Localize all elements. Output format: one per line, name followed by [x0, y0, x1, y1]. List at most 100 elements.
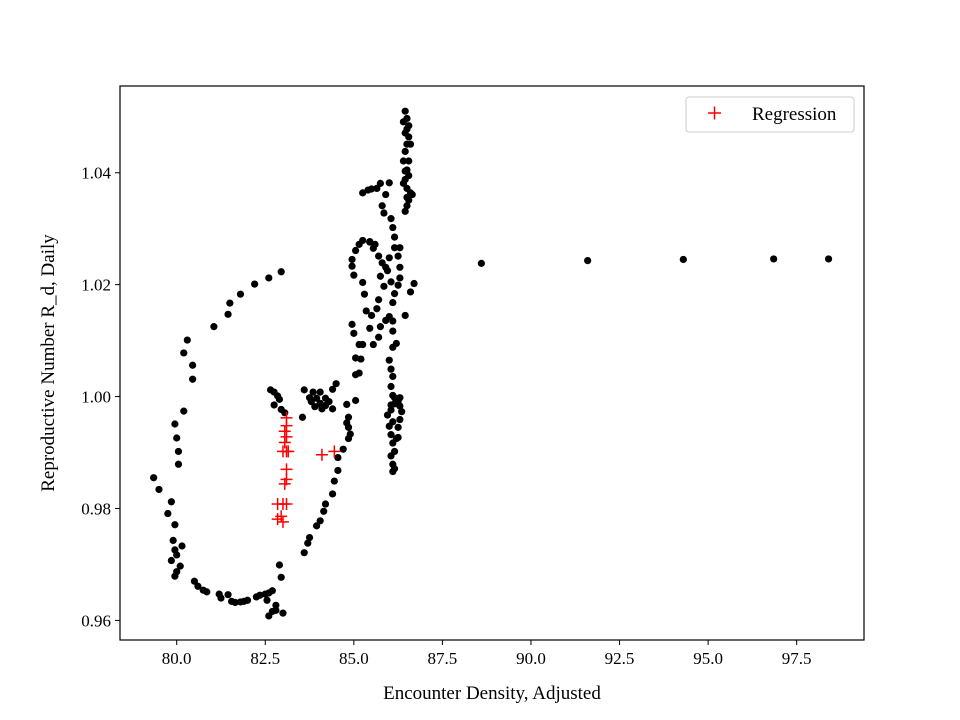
legend-label-regression: Regression: [752, 104, 837, 125]
data-point: [390, 233, 399, 241]
x-tick-label: 90.0: [516, 649, 546, 668]
data-point: [183, 336, 191, 344]
data-point: [277, 268, 285, 276]
x-axis-ticks: 80.0 82.5 85.0 87.5 90.0 92.5 95.0 97.5: [162, 640, 812, 668]
x-tick-label: 87.5: [428, 649, 458, 668]
y-axis-ticks: 0.96 0.98 1.00 1.02 1.04: [81, 164, 120, 630]
data-point: [171, 572, 179, 580]
data-point: [332, 380, 340, 388]
data-point: [150, 474, 158, 482]
data-point: [394, 252, 402, 260]
data-point: [406, 288, 415, 296]
data-point: [167, 556, 175, 565]
data-point: [224, 591, 232, 599]
data-point: [343, 400, 351, 409]
data-point: [275, 561, 284, 569]
data-point: [334, 453, 342, 462]
data-point: [389, 343, 397, 351]
data-point: [311, 403, 319, 411]
data-point: [387, 365, 395, 373]
regression-point: [315, 448, 328, 461]
data-point: [316, 517, 324, 525]
data-point: [263, 596, 271, 604]
data-point: [236, 290, 245, 298]
data-point: [343, 419, 351, 427]
x-tick-label: 82.5: [250, 649, 280, 668]
data-point: [387, 215, 395, 223]
data-point: [394, 423, 402, 431]
data-point: [279, 609, 287, 617]
data-point: [366, 237, 374, 246]
data-point: [360, 290, 369, 298]
data-point: [173, 434, 181, 442]
data-point: [394, 281, 402, 289]
data-point: [359, 236, 367, 245]
data-point: [401, 107, 409, 115]
data-point: [344, 413, 353, 421]
regression-point: [278, 477, 291, 490]
data-point: [396, 394, 404, 402]
data-point: [348, 262, 356, 270]
regression-point: [275, 510, 288, 523]
data-point: [389, 372, 397, 381]
y-tick-label: 0.98: [81, 499, 111, 518]
data-point: [389, 467, 397, 476]
data-point: [348, 255, 356, 264]
data-point: [383, 267, 392, 275]
legend: Regression: [685, 96, 855, 133]
data-point: [364, 186, 372, 194]
data-point: [305, 533, 314, 542]
data-point: [309, 388, 317, 396]
data-point: [399, 179, 408, 187]
data-point: [243, 596, 252, 604]
data-point: [190, 577, 198, 585]
data-point: [770, 255, 778, 263]
data-point: [352, 354, 360, 362]
data-point: [167, 498, 175, 506]
data-point: [389, 317, 397, 325]
y-tick-label: 1.02: [81, 276, 111, 295]
data-point: [385, 356, 393, 364]
regression-point: [278, 425, 291, 438]
data-point: [352, 246, 360, 255]
data-point: [350, 271, 358, 279]
data-point: [350, 329, 358, 337]
data-point: [251, 280, 259, 288]
data-point: [339, 445, 347, 453]
legend-box: [685, 96, 855, 133]
data-point: [321, 500, 330, 508]
data-point: [389, 439, 397, 447]
data-point: [313, 522, 321, 530]
data-point: [380, 282, 388, 290]
data-point: [313, 394, 321, 402]
data-point: [477, 259, 485, 267]
data-point: [189, 361, 197, 369]
data-point: [389, 223, 397, 232]
data-point: [304, 539, 312, 547]
data-point: [387, 431, 395, 439]
data-point: [316, 388, 324, 396]
data-point: [164, 509, 172, 518]
data-point: [270, 401, 278, 409]
x-tick-label: 85.0: [339, 649, 369, 668]
data-point: [375, 252, 383, 260]
data-point: [387, 452, 395, 460]
x-tick-label: 80.0: [162, 649, 192, 668]
data-point: [328, 405, 337, 413]
data-point: [373, 184, 381, 193]
data-point: [401, 147, 409, 156]
data-point: [390, 290, 399, 298]
data-point: [277, 573, 285, 581]
y-axis-label: Reproductive Number R_d, Daily: [38, 234, 59, 492]
data-point: [330, 477, 338, 485]
x-tick-label: 95.0: [693, 649, 723, 668]
regression-point: [280, 419, 293, 432]
data-point: [401, 311, 409, 320]
data-point: [405, 133, 413, 141]
data-point: [275, 395, 284, 403]
data-point: [272, 606, 280, 614]
data-point: [194, 582, 202, 590]
data-point: [410, 279, 418, 288]
data-point: [348, 320, 356, 328]
regression-point: [280, 463, 293, 476]
